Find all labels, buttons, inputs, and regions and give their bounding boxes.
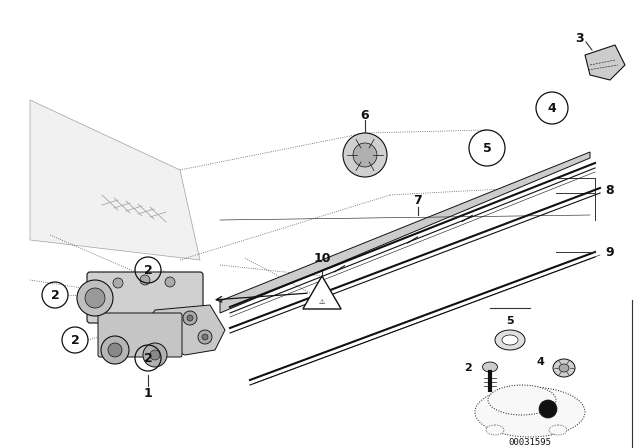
Circle shape — [77, 280, 113, 316]
Polygon shape — [303, 276, 341, 309]
Circle shape — [198, 330, 212, 344]
Circle shape — [343, 133, 387, 177]
Ellipse shape — [488, 385, 556, 415]
Text: 10: 10 — [313, 251, 331, 264]
Text: 1: 1 — [143, 387, 152, 400]
Circle shape — [165, 277, 175, 287]
Circle shape — [108, 343, 122, 357]
Ellipse shape — [502, 335, 518, 345]
Text: 8: 8 — [605, 184, 614, 197]
Circle shape — [353, 143, 377, 167]
Ellipse shape — [483, 362, 497, 372]
Circle shape — [183, 311, 197, 325]
Ellipse shape — [549, 425, 567, 435]
Text: ⚠: ⚠ — [319, 299, 325, 305]
Text: 2: 2 — [464, 363, 472, 373]
FancyBboxPatch shape — [98, 313, 182, 357]
Text: 5: 5 — [506, 316, 514, 326]
Polygon shape — [220, 152, 590, 313]
Ellipse shape — [475, 387, 585, 437]
Circle shape — [140, 275, 150, 285]
Polygon shape — [145, 305, 225, 355]
Circle shape — [101, 336, 129, 364]
Text: 2: 2 — [70, 333, 79, 346]
Text: 2: 2 — [51, 289, 60, 302]
Circle shape — [85, 288, 105, 308]
Circle shape — [539, 400, 557, 418]
Circle shape — [113, 278, 123, 288]
Text: 4: 4 — [548, 102, 556, 115]
Circle shape — [150, 350, 160, 360]
Text: 7: 7 — [413, 194, 422, 207]
Text: 9: 9 — [605, 246, 614, 258]
Ellipse shape — [553, 359, 575, 377]
Polygon shape — [585, 45, 625, 80]
Circle shape — [143, 343, 167, 367]
Text: 2: 2 — [143, 352, 152, 365]
Text: 4: 4 — [536, 357, 544, 367]
Polygon shape — [30, 100, 200, 260]
Circle shape — [187, 315, 193, 321]
Text: 5: 5 — [483, 142, 492, 155]
Text: 3: 3 — [576, 31, 584, 44]
Text: 00031595: 00031595 — [509, 438, 552, 447]
Text: 2: 2 — [143, 263, 152, 276]
FancyBboxPatch shape — [87, 272, 203, 323]
Circle shape — [202, 334, 208, 340]
Ellipse shape — [495, 330, 525, 350]
Ellipse shape — [486, 425, 504, 435]
Text: 6: 6 — [361, 108, 369, 121]
Ellipse shape — [559, 364, 569, 372]
